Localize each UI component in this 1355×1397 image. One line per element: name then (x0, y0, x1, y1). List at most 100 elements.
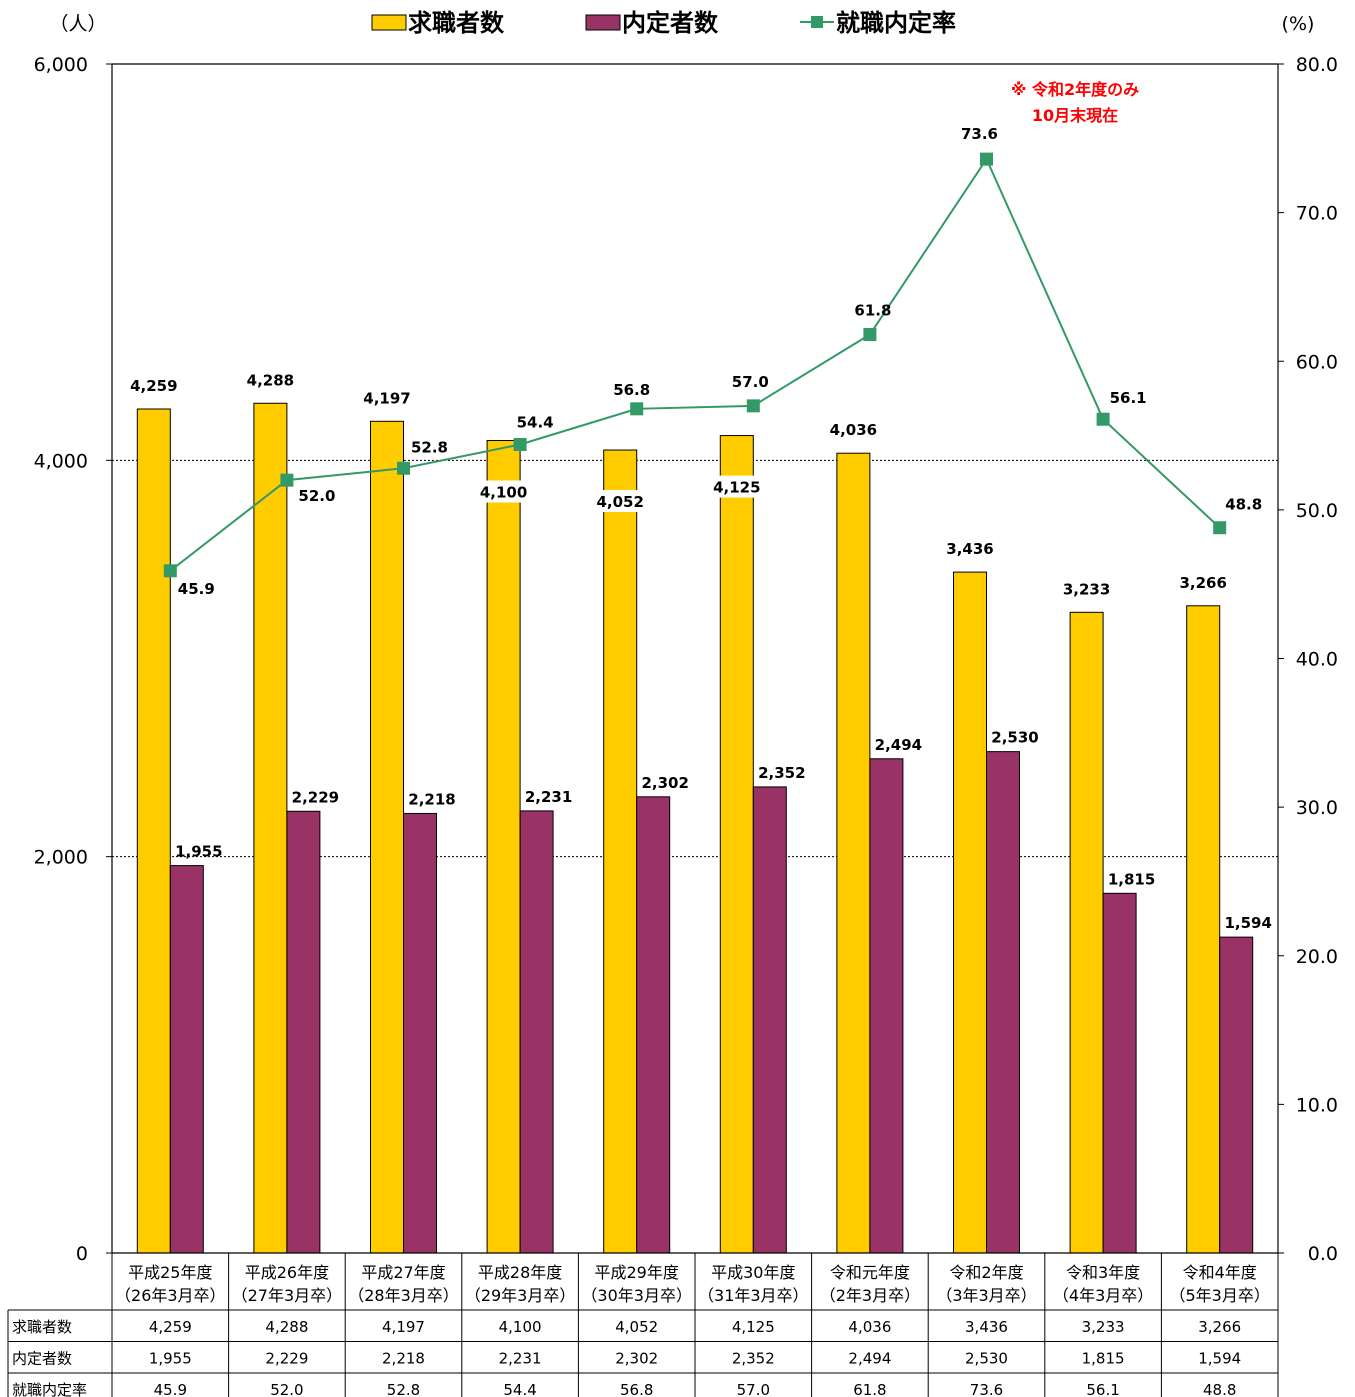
legend: 求職者数 内定者数 就職内定率 (371, 9, 956, 37)
table-cell: 3,233 (1082, 1318, 1125, 1336)
bar-naiteisha (519, 810, 554, 1254)
label-rate: 61.8 (854, 301, 891, 319)
bar-kyushokusha (370, 420, 404, 1254)
label-naiteisha: 2,218 (408, 790, 455, 808)
table-cell: 2,352 (732, 1350, 775, 1368)
label-kyushokusha: 4,052 (596, 493, 643, 511)
table-cell: 2,218 (382, 1350, 425, 1368)
table-cell: 56.1 (1086, 1381, 1119, 1397)
right-tick-label: 80.0 (1296, 54, 1338, 76)
legend-swatch (585, 14, 621, 31)
category-sublabel: （2年3月卒） (820, 1286, 920, 1305)
table-cell: 4,125 (732, 1318, 775, 1336)
table-cell: 48.8 (1203, 1381, 1236, 1397)
table-cell: 4,288 (265, 1318, 308, 1336)
label-naiteisha: 1,815 (1108, 870, 1155, 888)
table-cell: 3,436 (965, 1318, 1008, 1336)
rate-marker (746, 399, 760, 413)
legend-label: 内定者数 (622, 9, 719, 37)
rate-polyline (169, 157, 1221, 572)
data-labels: 4,259 4,288 4,197 4,100 4,052 4,125 4,036 3,436… (130, 125, 1272, 932)
label-naiteisha: 2,231 (525, 788, 572, 806)
category-label: 平成29年度 (595, 1263, 679, 1282)
bar-naiteisha (752, 786, 787, 1254)
legend-label: 求職者数 (408, 9, 505, 37)
label-kyushokusha: 4,100 (480, 484, 527, 502)
label-kyushokusha: 4,036 (830, 421, 877, 439)
label-kyushokusha: 3,266 (1179, 574, 1226, 592)
label-kyushokusha: 4,197 (363, 389, 410, 407)
table-cell: 4,197 (382, 1318, 425, 1336)
bar-naiteisha (286, 810, 321, 1254)
annotation-line-2: 10月末現在 (1032, 106, 1118, 125)
right-tick-label: 30.0 (1296, 797, 1338, 819)
rate-marker (397, 461, 410, 475)
category-sublabel: （30年3月卒） (581, 1286, 692, 1305)
table-cell: 2,530 (965, 1350, 1008, 1368)
category-label: 令和元年度 (830, 1263, 910, 1282)
category-sublabel: （29年3月卒） (465, 1286, 576, 1305)
bar-naiteisha (1219, 936, 1254, 1254)
left-tick-label: 0 (76, 1243, 88, 1265)
legend-swatch-marker (811, 16, 823, 28)
bar-kyushokusha (253, 402, 288, 1254)
table-row-header: 就職内定率 (12, 1381, 87, 1397)
category-sublabel: （31年3月卒） (698, 1286, 809, 1305)
table-cell: 73.6 (970, 1381, 1003, 1397)
right-tick-label: 20.0 (1296, 946, 1338, 968)
table-cell: 4,100 (499, 1318, 542, 1336)
table-cell: 3,266 (1198, 1318, 1241, 1336)
category-sublabel: （5年3月卒） (1170, 1286, 1270, 1305)
table-cell: 2,494 (848, 1350, 891, 1368)
label-kyushokusha: 3,233 (1063, 580, 1110, 598)
bar-naiteisha (1102, 892, 1137, 1254)
rate-marker (863, 327, 877, 341)
left-tick-label: 6,000 (34, 54, 88, 76)
table-cell: 2,229 (265, 1350, 308, 1368)
table-row-header: 求職者数 (12, 1318, 72, 1336)
label-kyushokusha: 3,436 (946, 540, 993, 558)
table-cell: 52.8 (387, 1381, 420, 1397)
axes: 0 2,000 4,000 6,000 0.0 10.0 20.0 30.0 40.0 50.0 6… (34, 54, 1338, 1310)
left-axis-unit: （人） (49, 13, 106, 35)
rate-marker (163, 564, 177, 578)
right-tick-label: 50.0 (1296, 500, 1338, 522)
label-kyushokusha: 4,125 (713, 479, 760, 497)
label-rate: 48.8 (1225, 496, 1262, 514)
label-rate: 52.0 (298, 487, 335, 505)
label-naiteisha: 2,530 (991, 729, 1038, 747)
annotation-line-1: ※ 令和2年度のみ (1011, 80, 1139, 99)
right-tick-label: 60.0 (1296, 351, 1338, 373)
label-kyushokusha: 4,288 (247, 371, 294, 389)
category-label: 平成25年度 (128, 1263, 212, 1282)
table-cell: 52.0 (270, 1381, 303, 1397)
label-rate: 52.8 (411, 438, 448, 456)
right-axis-unit: (%) (1282, 13, 1315, 35)
category-label: 令和4年度 (1183, 1263, 1257, 1282)
bar-kyushokusha (136, 408, 171, 1254)
category-label: 令和3年度 (1066, 1263, 1140, 1282)
category-sublabel: （26年3月卒） (115, 1286, 226, 1305)
table-cell: 1,594 (1198, 1350, 1241, 1368)
label-naiteisha: 2,302 (641, 774, 688, 792)
left-tick-label: 4,000 (34, 450, 88, 472)
right-tick-label: 0.0 (1308, 1243, 1338, 1265)
right-tick-label: 40.0 (1296, 649, 1338, 671)
category-label: 平成30年度 (711, 1263, 795, 1282)
table-cell: 1,955 (149, 1350, 192, 1368)
table-cell: 56.8 (620, 1381, 653, 1397)
category-sublabel: （3年3月卒） (936, 1286, 1036, 1305)
table-cell: 57.0 (737, 1381, 770, 1397)
category-label: 平成26年度 (245, 1263, 329, 1282)
label-rate: 45.9 (178, 580, 215, 598)
bar-naiteisha (403, 812, 437, 1254)
table-row-header: 内定者数 (12, 1350, 72, 1368)
table-cell: 4,259 (149, 1318, 192, 1336)
data-table: 求職者数 4,259 4,288 4,197 4,100 4,052 4,125 4,036 3… (7, 1309, 1279, 1397)
category-label: 令和2年度 (949, 1263, 1023, 1282)
table-cell: 2,302 (615, 1350, 658, 1368)
legend-swatch (371, 14, 407, 31)
rate-line (163, 152, 1227, 578)
label-rate: 57.0 (732, 373, 769, 391)
